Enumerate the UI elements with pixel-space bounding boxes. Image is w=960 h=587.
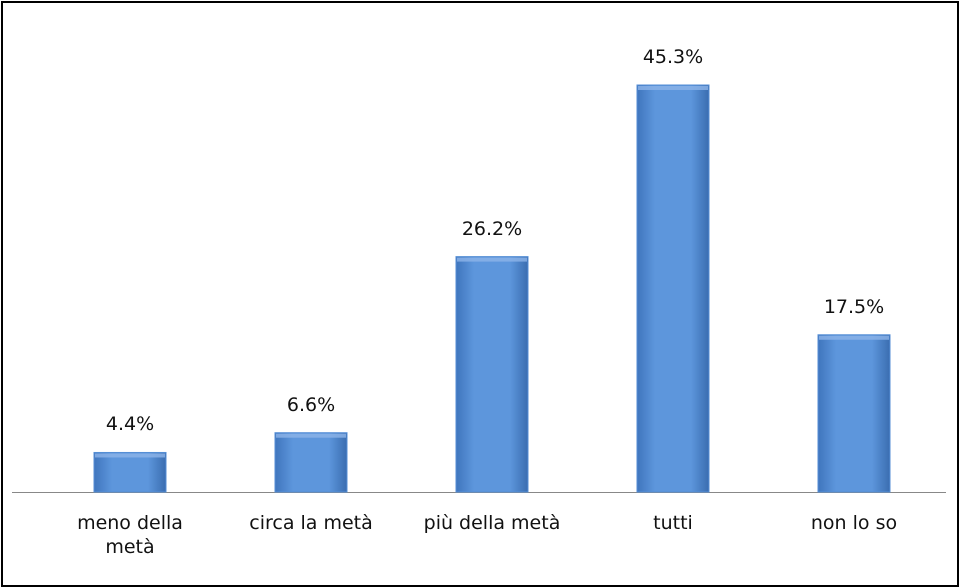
bar <box>636 84 710 493</box>
data-label: 45.3% <box>642 46 704 68</box>
data-label: 4.4% <box>105 413 155 436</box>
bar <box>817 334 891 493</box>
bar <box>455 256 529 493</box>
data-label: 26.2% <box>461 217 523 240</box>
data-label: 6.6% <box>286 393 336 416</box>
bar-highlight <box>95 453 165 458</box>
bar <box>274 432 348 493</box>
bar <box>93 451 167 493</box>
bar-highlight <box>819 335 889 340</box>
bar-highlight <box>276 433 346 438</box>
data-label: 17.5% <box>823 295 885 318</box>
x-tick-label: non lo so <box>810 512 898 534</box>
x-tick-label: più della metà <box>423 512 561 534</box>
bar-highlight <box>457 257 527 262</box>
x-tick-label: circa la metà <box>249 512 373 534</box>
x-tick-label: tutti <box>653 512 693 534</box>
x-tick-label: meno della metà <box>77 512 183 558</box>
bar-highlight <box>638 86 708 90</box>
